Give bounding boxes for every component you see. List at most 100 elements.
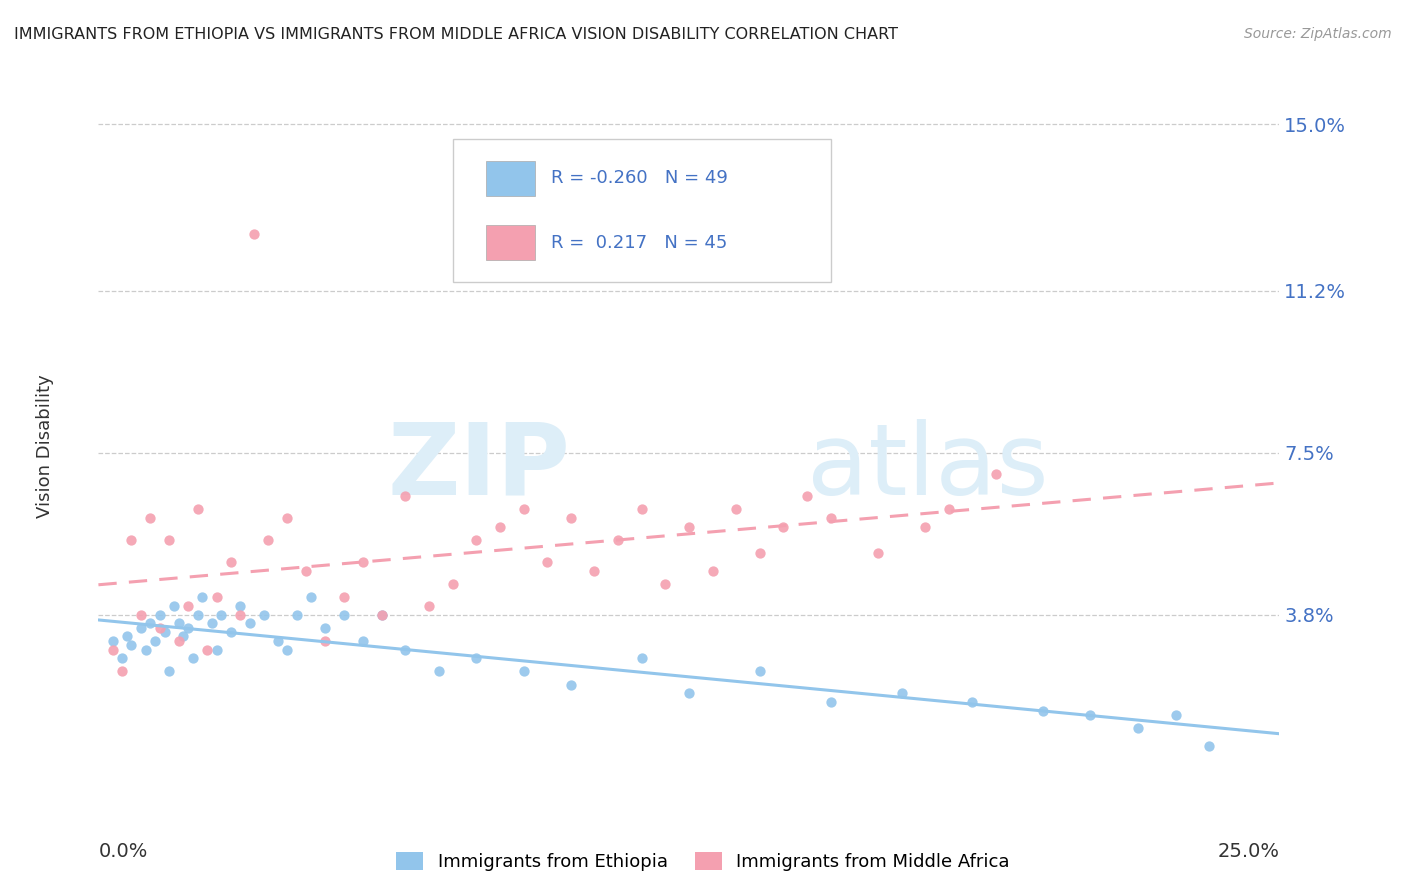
Point bbox=[101, 642, 124, 657]
Point bbox=[111, 651, 134, 665]
Point bbox=[267, 633, 290, 648]
Point bbox=[187, 502, 209, 516]
Point bbox=[1080, 708, 1102, 723]
Point bbox=[352, 633, 374, 648]
Point bbox=[219, 625, 242, 640]
Text: 0.0%: 0.0% bbox=[98, 842, 148, 861]
Point bbox=[153, 625, 176, 640]
Point bbox=[465, 651, 488, 665]
Point bbox=[257, 533, 280, 548]
Point bbox=[607, 533, 630, 548]
Point bbox=[285, 607, 308, 622]
Point bbox=[229, 607, 252, 622]
Point bbox=[229, 599, 252, 613]
Point bbox=[371, 607, 394, 622]
Point bbox=[209, 607, 232, 622]
Point bbox=[772, 520, 794, 534]
Legend: Immigrants from Ethiopia, Immigrants from Middle Africa: Immigrants from Ethiopia, Immigrants fro… bbox=[389, 845, 1017, 879]
Point bbox=[314, 633, 336, 648]
Point bbox=[101, 633, 124, 648]
Point bbox=[205, 642, 228, 657]
FancyBboxPatch shape bbox=[486, 161, 536, 196]
Text: 25.0%: 25.0% bbox=[1218, 842, 1279, 861]
Point bbox=[121, 533, 143, 548]
Point bbox=[167, 633, 190, 648]
Point bbox=[394, 642, 416, 657]
Point bbox=[465, 533, 488, 548]
Point bbox=[157, 665, 180, 679]
Point bbox=[394, 489, 416, 503]
Point bbox=[177, 599, 200, 613]
Point bbox=[630, 651, 652, 665]
Point bbox=[583, 564, 606, 578]
Point bbox=[172, 629, 194, 643]
Point bbox=[163, 599, 186, 613]
Point bbox=[560, 677, 582, 691]
Text: IMMIGRANTS FROM ETHIOPIA VS IMMIGRANTS FROM MIDDLE AFRICA VISION DISABILITY CORR: IMMIGRANTS FROM ETHIOPIA VS IMMIGRANTS F… bbox=[14, 27, 898, 42]
Point bbox=[243, 227, 266, 241]
Point bbox=[187, 607, 209, 622]
Point bbox=[253, 607, 276, 622]
Text: R = -0.260   N = 49: R = -0.260 N = 49 bbox=[551, 169, 728, 187]
Text: Source: ZipAtlas.com: Source: ZipAtlas.com bbox=[1244, 27, 1392, 41]
Text: ZIP: ZIP bbox=[388, 419, 571, 516]
Point bbox=[276, 511, 298, 525]
Text: R =  0.217   N = 45: R = 0.217 N = 45 bbox=[551, 234, 727, 252]
Point bbox=[1032, 704, 1054, 718]
Point bbox=[725, 502, 748, 516]
Point bbox=[314, 621, 336, 635]
Point bbox=[333, 590, 356, 604]
Point bbox=[678, 686, 700, 700]
Point bbox=[536, 555, 558, 569]
Point bbox=[139, 511, 162, 525]
Point bbox=[139, 616, 162, 631]
Point bbox=[678, 520, 700, 534]
Point bbox=[820, 511, 842, 525]
Point bbox=[796, 489, 818, 503]
Point bbox=[135, 642, 157, 657]
Point bbox=[111, 665, 134, 679]
Point bbox=[654, 577, 676, 591]
Point bbox=[748, 546, 770, 560]
Point bbox=[295, 564, 318, 578]
Point bbox=[630, 502, 652, 516]
Point bbox=[441, 577, 464, 591]
Point bbox=[352, 555, 374, 569]
Point bbox=[121, 638, 143, 652]
Point bbox=[512, 665, 534, 679]
Point bbox=[914, 520, 936, 534]
Point bbox=[1164, 708, 1187, 723]
Point bbox=[962, 695, 984, 709]
Point bbox=[371, 607, 394, 622]
Point bbox=[276, 642, 298, 657]
Point bbox=[129, 607, 152, 622]
Point bbox=[149, 621, 172, 635]
Text: Vision Disability: Vision Disability bbox=[37, 374, 55, 518]
Point bbox=[143, 633, 166, 648]
Point bbox=[181, 651, 204, 665]
Point bbox=[195, 642, 218, 657]
Point bbox=[299, 590, 322, 604]
FancyBboxPatch shape bbox=[453, 139, 831, 282]
Point bbox=[890, 686, 912, 700]
Point bbox=[427, 665, 450, 679]
Point bbox=[418, 599, 440, 613]
FancyBboxPatch shape bbox=[486, 225, 536, 260]
Point bbox=[201, 616, 224, 631]
Point bbox=[560, 511, 582, 525]
Point bbox=[866, 546, 889, 560]
Point bbox=[1126, 722, 1149, 736]
Point bbox=[333, 607, 356, 622]
Text: atlas: atlas bbox=[807, 419, 1049, 516]
Point bbox=[984, 467, 1007, 482]
Point bbox=[219, 555, 242, 569]
Point bbox=[489, 520, 512, 534]
Point bbox=[191, 590, 214, 604]
Point bbox=[748, 665, 770, 679]
Point bbox=[177, 621, 200, 635]
Point bbox=[115, 629, 138, 643]
Point bbox=[1198, 739, 1220, 753]
Point bbox=[239, 616, 262, 631]
Point bbox=[512, 502, 534, 516]
Point bbox=[938, 502, 960, 516]
